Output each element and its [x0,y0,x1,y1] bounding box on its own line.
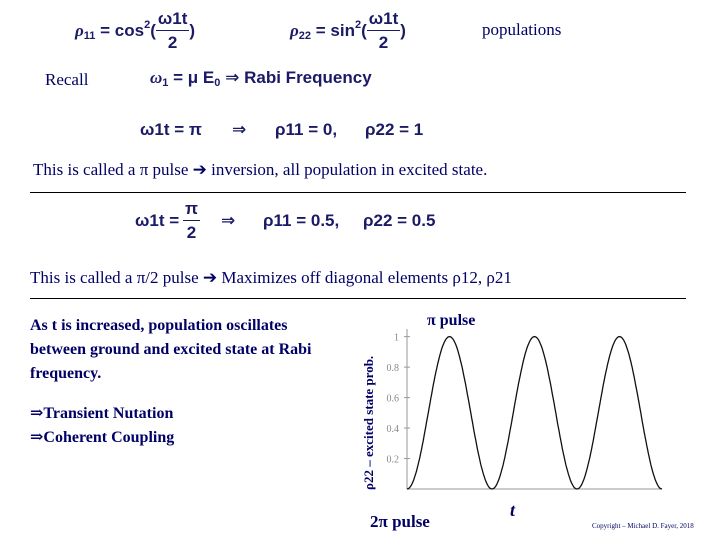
rho22-equation: ρ22 = sin2(ω1t 2) [290,9,406,52]
y-tick-label: 0.6 [387,394,400,405]
annotation-2pi-pulse: 2π pulse [370,512,430,531]
y-axis-label: ρ22 – excited state prob. [361,356,376,490]
pi-pulse-description: This is called a π pulse ➔ inversion, al… [33,160,488,179]
annotation-pi-pulse: π pulse [427,312,475,329]
oscillation-description: As t is increased, population oscillates… [30,317,312,382]
y-tick-label: 1 [394,333,399,344]
y-tick-label: 0.8 [387,363,400,374]
divider-bottom [30,298,686,299]
population-curve [406,335,663,490]
divider-top [30,192,686,193]
populations-label: populations [482,20,562,39]
y-tick-label: 0.2 [387,455,400,466]
rabi-oscillation-chart: ρ22 – excited state prob. 10.80.60.40.2 … [361,312,663,490]
rabi-equation: ω1 = μ E0 ⇒ Rabi Frequency [150,68,372,89]
copyright-notice: Copyright – Michael D. Fayer, 2018 [592,522,694,530]
y-tick-label: 0.4 [387,424,400,435]
recall-label: Recall [45,70,89,89]
bullet-transient-nutation: ⇒Transient Nutation [30,405,174,422]
bullet-coherent-coupling: ⇒Coherent Coupling [30,429,175,446]
rho11-equation: ρ11 = cos2(ω1t 2) [75,9,196,52]
pi-condition-equation: ω1t = π ⇒ ρ11 = 0, ρ22 = 1 [140,120,424,139]
chart-axes: 1 0.8 0.6 0.4 0.2 [387,329,662,490]
x-axis-label: t [510,500,516,520]
halfpi-pulse-description: This is called a π/2 pulse ➔ Maximizes o… [30,268,512,287]
